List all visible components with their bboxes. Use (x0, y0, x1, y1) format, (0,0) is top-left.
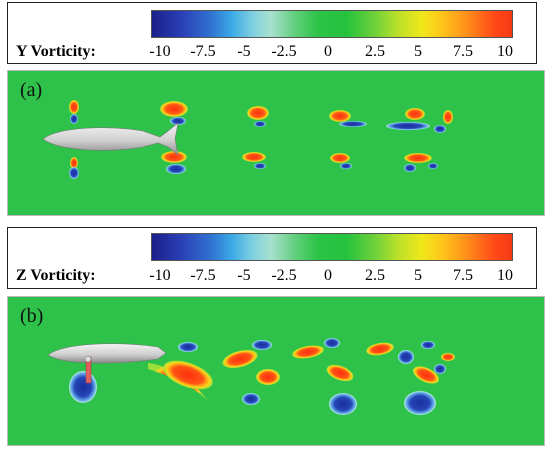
z-tick: 10 (497, 267, 513, 284)
vortex-negative (329, 393, 357, 415)
vortex-negative (398, 350, 414, 364)
vortex-negative (242, 393, 260, 405)
vortex-negative (69, 167, 79, 179)
vortex-positive (292, 345, 324, 359)
vortex-negative (254, 163, 266, 169)
vortex-positive (161, 151, 187, 163)
vortex-negative (252, 340, 272, 350)
vortex-positive (412, 366, 440, 384)
vortex-positive (405, 108, 425, 120)
y-vorticity-colorbar (151, 10, 513, 38)
vortex-positive (330, 153, 350, 163)
vortex-negative (69, 371, 97, 403)
y-tick: -7.5 (190, 43, 216, 60)
vortex-negative (324, 338, 340, 348)
z-tick: -10 (149, 267, 171, 284)
vortex-positive (69, 100, 79, 114)
z-tick: -7.5 (190, 267, 216, 284)
z-tick: 5 (414, 267, 422, 284)
vortex-positive (404, 153, 432, 163)
vortex-negative (434, 125, 446, 133)
vortex-positive (441, 353, 455, 361)
y-tick: -5 (237, 43, 251, 60)
fish-body (42, 122, 179, 156)
z-vorticity-colorbar (151, 233, 513, 261)
vortex-negative (404, 164, 416, 172)
panel-a-label: (a) (20, 79, 43, 101)
y-tick: -10 (149, 43, 171, 60)
wake-positive-band (148, 363, 208, 401)
y-tick: 5 (414, 43, 422, 60)
vortex-negative (421, 341, 435, 349)
z-tick: -5 (237, 267, 251, 284)
vortex-negative (254, 121, 266, 127)
vortex-positive (70, 157, 78, 169)
vortex-positive (366, 342, 394, 356)
fish-body (47, 343, 167, 364)
vortex-positive (247, 106, 269, 120)
vortex-positive (163, 360, 213, 390)
vortex-negative (170, 117, 186, 125)
y-tick: 7.5 (453, 43, 473, 60)
y-vorticity-legend: Y Vorticity: -10 -7.5 -5 -2.5 0 2.5 5 7.… (7, 2, 537, 64)
vortex-negative (340, 163, 352, 169)
fin-joint (84, 355, 92, 363)
panel-b-vortex-plot (47, 338, 455, 415)
vortex-positive (329, 110, 351, 122)
vortex-positive (326, 364, 354, 382)
y-tick: 0 (324, 43, 332, 60)
vortex-positive (160, 101, 188, 117)
vortex-negative (166, 164, 186, 174)
panel-a-y-vorticity-field: (a) (7, 70, 545, 216)
vortex-negative (404, 391, 436, 415)
panel-b-z-vorticity-field: (b) (7, 296, 545, 446)
z-vorticity-title: Z Vorticity: (16, 267, 96, 284)
vortex-positive (242, 152, 266, 162)
z-vorticity-legend: Z Vorticity: -10 -7.5 -5 -2.5 0 2.5 5 7.… (7, 227, 537, 289)
vortex-negative (178, 342, 198, 352)
vortex-positive (443, 110, 453, 124)
z-tick: 2.5 (365, 267, 385, 284)
vortex-negative (70, 114, 78, 124)
y-tick: -2.5 (271, 43, 297, 60)
vortex-positive (222, 349, 258, 369)
vortex-negative (434, 364, 446, 374)
z-tick: 7.5 (453, 267, 473, 284)
panel-b-label: (b) (20, 305, 44, 327)
vortex-negative (428, 163, 438, 169)
panel-a-vortex-plot (42, 100, 453, 179)
vortex-negative (386, 122, 430, 130)
y-vorticity-title: Y Vorticity: (16, 43, 96, 60)
y-tick: 10 (497, 43, 513, 60)
vortex-negative (339, 121, 367, 127)
y-tick: 2.5 (365, 43, 385, 60)
z-tick: -2.5 (271, 267, 297, 284)
vortex-positive (256, 369, 280, 385)
z-tick: 0 (324, 267, 332, 284)
